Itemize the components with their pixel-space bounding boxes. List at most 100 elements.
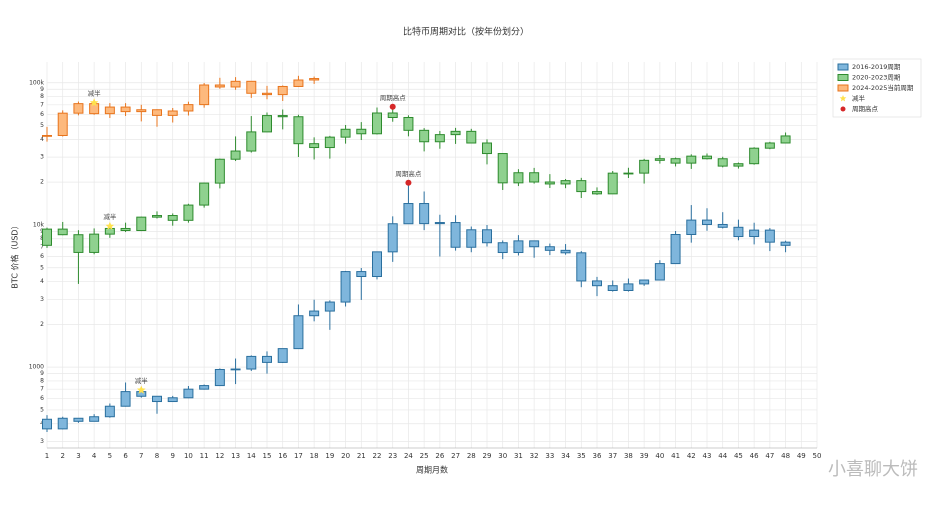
- candle-body: [607, 285, 618, 291]
- y-tick-label: 8: [40, 377, 44, 384]
- x-tick-label: 44: [718, 452, 727, 460]
- x-tick-label: 39: [640, 452, 649, 460]
- watermark: 小喜聊大饼: [828, 459, 918, 480]
- x-tick-label: 46: [750, 452, 759, 460]
- candle-body: [623, 172, 634, 175]
- candle-body: [309, 143, 320, 149]
- candle-body: [183, 104, 194, 112]
- candle-body: [372, 112, 382, 135]
- marker-label: 减半: [135, 376, 149, 385]
- candle-body: [592, 191, 602, 195]
- candle-body: [639, 159, 650, 174]
- candle-body: [340, 271, 351, 303]
- candle-body: [764, 142, 775, 149]
- y-tick-label: 2: [40, 179, 44, 186]
- candle-body: [104, 227, 115, 235]
- x-tick-label: 3: [76, 452, 80, 460]
- candle-body: [136, 109, 147, 113]
- candle-body: [167, 110, 178, 116]
- candle-body: [513, 240, 524, 254]
- x-tick-label: 7: [139, 452, 143, 460]
- x-tick-label: 8: [155, 452, 159, 460]
- peak-marker: [389, 103, 396, 110]
- candle-body: [403, 203, 414, 225]
- x-tick-label: 22: [373, 452, 382, 460]
- candle-body: [183, 388, 194, 399]
- candle-body: [246, 131, 257, 152]
- y-tick-label: 5: [40, 122, 44, 129]
- x-tick-label: 50: [813, 452, 822, 460]
- candle-body: [152, 395, 162, 403]
- candle-body: [246, 80, 257, 94]
- candle-body: [482, 229, 492, 244]
- candle-body: [717, 223, 728, 228]
- y-tick-label: 3: [40, 154, 44, 161]
- x-tick-label: 13: [231, 452, 240, 460]
- x-tick-label: 41: [671, 452, 680, 460]
- y-tick-label: 7: [40, 243, 44, 250]
- x-tick-label: 15: [263, 452, 272, 460]
- legend-label: 减半: [852, 94, 866, 103]
- x-tick-label: 42: [687, 452, 696, 460]
- legend-label: 2020-2023周期: [852, 74, 901, 82]
- candle-body: [152, 215, 162, 218]
- candle-body: [733, 163, 744, 167]
- candle-body: [356, 271, 367, 278]
- candle-body: [214, 368, 225, 387]
- x-tick-label: 14: [247, 452, 256, 460]
- candle-body: [120, 391, 131, 407]
- x-tick-label: 20: [341, 452, 350, 460]
- x-tick-label: 48: [781, 452, 790, 460]
- x-tick-label: 5: [108, 452, 112, 460]
- candle-body: [262, 115, 272, 133]
- candle-body: [372, 251, 382, 278]
- candle-body: [780, 241, 791, 246]
- marker-label: 周期高点: [395, 169, 422, 178]
- legend-label: 2016-2019周期: [852, 63, 901, 71]
- x-tick-label: 9: [170, 452, 174, 460]
- candle-body: [749, 229, 760, 238]
- x-tick-label: 45: [734, 452, 743, 460]
- x-tick-label: 35: [577, 452, 586, 460]
- candle-body: [277, 115, 288, 118]
- x-tick-label: 26: [435, 452, 444, 460]
- candle-body: [89, 233, 100, 253]
- chart-title: 比特币周期对比（按年份划分）: [403, 26, 529, 38]
- x-tick-label: 17: [294, 452, 303, 460]
- x-tick-label: 43: [703, 452, 712, 460]
- x-tick-label: 10: [184, 452, 193, 460]
- candle-body: [104, 405, 115, 418]
- y-tick-label: 6: [40, 253, 44, 260]
- y-tick-label: 6: [40, 395, 44, 402]
- candle-body: [309, 78, 320, 81]
- marker-label: 周期高点: [380, 93, 407, 102]
- halving-marker: [89, 98, 99, 107]
- candle-body: [42, 228, 52, 246]
- candle-body: [607, 172, 618, 195]
- x-tick-label: 6: [123, 452, 128, 460]
- candle-body: [749, 147, 760, 165]
- candle-body: [544, 246, 555, 251]
- candle-body: [324, 301, 335, 312]
- candle-body: [497, 242, 508, 254]
- candle-body: [654, 158, 665, 161]
- legend-swatch: [839, 95, 847, 102]
- y-tick-label: 5: [40, 264, 44, 271]
- y-tick-label: 4: [40, 278, 44, 285]
- candle-body: [120, 227, 131, 232]
- candle-body: [419, 203, 430, 225]
- candle-body: [576, 180, 587, 193]
- x-tick-label: 28: [467, 452, 476, 460]
- candle-body: [529, 240, 540, 248]
- legend-label: 2024-2025当前周期: [852, 83, 914, 92]
- x-tick-label: 38: [624, 452, 633, 460]
- x-tick-label: 24: [404, 452, 413, 460]
- x-tick-label: 30: [498, 452, 507, 460]
- candle-body: [214, 158, 225, 184]
- x-tick-label: 1: [45, 452, 49, 460]
- y-tick-label: 4: [40, 136, 44, 143]
- halving-marker: [137, 385, 146, 394]
- candle-body: [482, 142, 492, 155]
- candle-body: [702, 155, 712, 160]
